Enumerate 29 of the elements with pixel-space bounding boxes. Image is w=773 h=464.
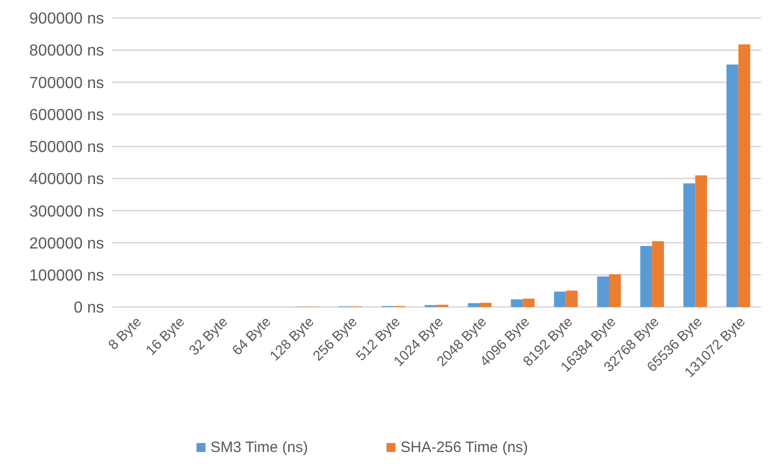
y-tick-label: 800000 ns — [29, 42, 104, 60]
y-tick-label: 0 ns — [74, 300, 104, 317]
bar — [683, 183, 696, 307]
y-tick-label: 100000 ns — [29, 267, 104, 284]
y-tick-label: 700000 ns — [29, 74, 104, 92]
bar — [554, 292, 566, 307]
bar — [608, 274, 621, 307]
bar — [510, 299, 523, 307]
y-tick-label: 600000 ns — [29, 106, 104, 124]
bar — [652, 241, 664, 307]
bar — [597, 276, 609, 307]
bar — [480, 302, 492, 307]
bar — [468, 303, 480, 307]
legend-label: SHA-256 Time (ns) — [400, 439, 528, 456]
y-tick-label: 500000 ns — [29, 139, 104, 156]
bar — [522, 298, 535, 307]
x-tick-label: 32 Byte — [186, 313, 231, 358]
bar — [566, 290, 578, 307]
bar — [738, 44, 750, 307]
bar — [695, 175, 708, 307]
y-tick-label: 200000 ns — [29, 235, 104, 252]
y-tick-label: 400000 ns — [29, 171, 104, 188]
bar — [726, 64, 738, 307]
x-tick-label: 8 Byte — [104, 313, 144, 353]
x-tick-label: 16 Byte — [142, 313, 188, 358]
legend-label: SM3 Time (ns) — [210, 439, 308, 456]
y-tick-label: 300000 ns — [29, 203, 104, 220]
y-tick-label: 900000 ns — [29, 10, 104, 28]
bar — [640, 246, 652, 307]
